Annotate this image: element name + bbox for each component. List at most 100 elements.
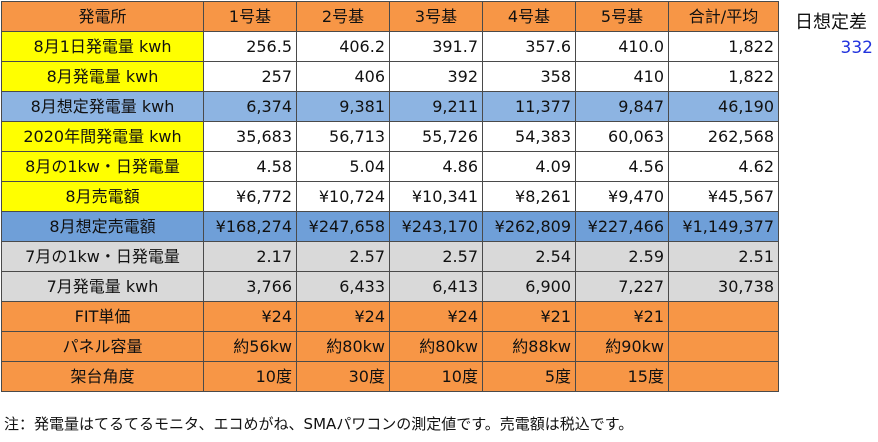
table-cell: ¥21	[575, 301, 669, 332]
table-cell: 約88kw	[482, 331, 576, 362]
row-label: パネル容量	[1, 331, 204, 362]
table-cell: 392	[389, 61, 483, 92]
table-row: 架台角度 10度 30度 10度 5度 15度	[1, 361, 779, 392]
table-cell: 5.04	[296, 151, 390, 182]
table-cell: 4.56	[575, 151, 669, 182]
table-cell: 406.2	[296, 31, 390, 62]
table-cell: ¥24	[296, 301, 390, 332]
table-cell: 4.62	[668, 151, 779, 182]
table-cell: ¥227,466	[575, 211, 669, 242]
table-cell: 2.57	[296, 241, 390, 272]
table-cell: 257	[203, 61, 297, 92]
table-cell: ¥168,274	[203, 211, 297, 242]
header-cell-unit4: 4号基	[482, 1, 576, 32]
table-row: 8月1日発電量 kwh 256.5 406.2 391.7 357.6 410.0 1,82…	[1, 31, 779, 62]
table-cell: 358	[482, 61, 576, 92]
table-cell: 3,766	[203, 271, 297, 302]
table-row: 8月想定発電量 kwh 6,374 9,381 9,211 11,377 9,847 46,…	[1, 91, 779, 122]
header-cell-total: 合計/平均	[668, 1, 779, 32]
row-label: 7月の1kw・日発電量	[1, 241, 204, 272]
table-cell: 約80kw	[389, 331, 483, 362]
header-cell-unit2: 2号基	[296, 1, 390, 32]
table-cell: ¥10,341	[389, 181, 483, 212]
table-cell: ¥243,170	[389, 211, 483, 242]
table-cell: 11,377	[482, 91, 576, 122]
header-row: 発電所 1号基 2号基 3号基 4号基 5号基 合計/平均	[1, 1, 779, 32]
table-cell: 55,726	[389, 121, 483, 152]
row-label: 8月の1kw・日発電量	[1, 151, 204, 182]
table-cell: ¥8,261	[482, 181, 576, 212]
row-label: FIT単価	[1, 301, 204, 332]
table-cell: ¥10,724	[296, 181, 390, 212]
table-cell: 10度	[389, 361, 483, 392]
table-cell: 9,847	[575, 91, 669, 122]
table-cell: 60,063	[575, 121, 669, 152]
power-data-table: 発電所 1号基 2号基 3号基 4号基 5号基 合計/平均 8月1日発電量 kw…	[1, 1, 779, 392]
table-cell: 2.17	[203, 241, 297, 272]
table-cell: 391.7	[389, 31, 483, 62]
table-row: 2020年間発電量 kwh 35,683 56,713 55,726 54,383 60,…	[1, 121, 779, 152]
table-row: 8月売電額 ¥6,772 ¥10,724 ¥10,341 ¥8,261 ¥9,470 ¥45…	[1, 181, 779, 212]
table-cell: ¥21	[482, 301, 576, 332]
table-cell: ¥24	[203, 301, 297, 332]
table-cell: ¥6,772	[203, 181, 297, 212]
side-title: 日想定差	[795, 12, 867, 33]
header-cell-unit3: 3号基	[389, 1, 483, 32]
table-cell	[668, 331, 779, 362]
table-cell	[668, 301, 779, 332]
table-cell: 15度	[575, 361, 669, 392]
table-cell: 6,433	[296, 271, 390, 302]
table-cell: 4.86	[389, 151, 483, 182]
table-row: 8月想定売電額 ¥168,274 ¥247,658 ¥243,170 ¥262,809 ¥…	[1, 211, 779, 242]
row-label: 8月発電量 kwh	[1, 61, 204, 92]
table-row: 8月発電量 kwh 257 406 392 358 410 1,822	[1, 61, 779, 92]
table-cell: 2.51	[668, 241, 779, 272]
table-cell: 4.58	[203, 151, 297, 182]
row-label: 8月1日発電量 kwh	[1, 31, 204, 62]
table-cell: ¥45,567	[668, 181, 779, 212]
table-cell	[668, 361, 779, 392]
table-cell: 約80kw	[296, 331, 390, 362]
table-cell: 30度	[296, 361, 390, 392]
table-cell: 35,683	[203, 121, 297, 152]
table-cell: 262,568	[668, 121, 779, 152]
footnote: 注：発電量はてるてるモニタ、エコめがね、SMAパワコンの測定値です。売電額は税込…	[4, 415, 634, 433]
table-cell: 10度	[203, 361, 297, 392]
table-cell: 5度	[482, 361, 576, 392]
table-cell: 357.6	[482, 31, 576, 62]
table-cell: 9,381	[296, 91, 390, 122]
table-cell: 54,383	[482, 121, 576, 152]
table-cell: 256.5	[203, 31, 297, 62]
row-label: 架台角度	[1, 361, 204, 392]
table-cell: ¥247,658	[296, 211, 390, 242]
table-cell: 2.59	[575, 241, 669, 272]
table-cell: 1,822	[668, 31, 779, 62]
table-cell: 56,713	[296, 121, 390, 152]
table-row: 7月発電量 kwh 3,766 6,433 6,413 6,900 7,227 30,738	[1, 271, 779, 302]
side-value: 332	[840, 38, 873, 58]
table-cell: 410	[575, 61, 669, 92]
table-cell: 406	[296, 61, 390, 92]
table-cell: 46,190	[668, 91, 779, 122]
table-cell: 9,211	[389, 91, 483, 122]
table-cell: 約56kw	[203, 331, 297, 362]
table-cell: 4.09	[482, 151, 576, 182]
row-label: 8月売電額	[1, 181, 204, 212]
table-row: FIT単価 ¥24 ¥24 ¥24 ¥21 ¥21	[1, 301, 779, 332]
row-label: 8月想定発電量 kwh	[1, 91, 204, 122]
table-cell: 7,227	[575, 271, 669, 302]
table-cell: 2.54	[482, 241, 576, 272]
table-cell: 約90kw	[575, 331, 669, 362]
row-label: 7月発電量 kwh	[1, 271, 204, 302]
table-row: 7月の1kw・日発電量 2.17 2.57 2.57 2.54 2.59 2.51	[1, 241, 779, 272]
header-cell-unit1: 1号基	[203, 1, 297, 32]
table-cell: ¥9,470	[575, 181, 669, 212]
table-row: パネル容量 約56kw 約80kw 約80kw 約88kw 約90kw	[1, 331, 779, 362]
table-cell: 6,413	[389, 271, 483, 302]
table-row: 8月の1kw・日発電量 4.58 5.04 4.86 4.09 4.56 4.62	[1, 151, 779, 182]
table-cell: ¥24	[389, 301, 483, 332]
row-label: 2020年間発電量 kwh	[1, 121, 204, 152]
header-cell-plant: 発電所	[1, 1, 204, 32]
header-cell-unit5: 5号基	[575, 1, 669, 32]
table-cell: ¥262,809	[482, 211, 576, 242]
